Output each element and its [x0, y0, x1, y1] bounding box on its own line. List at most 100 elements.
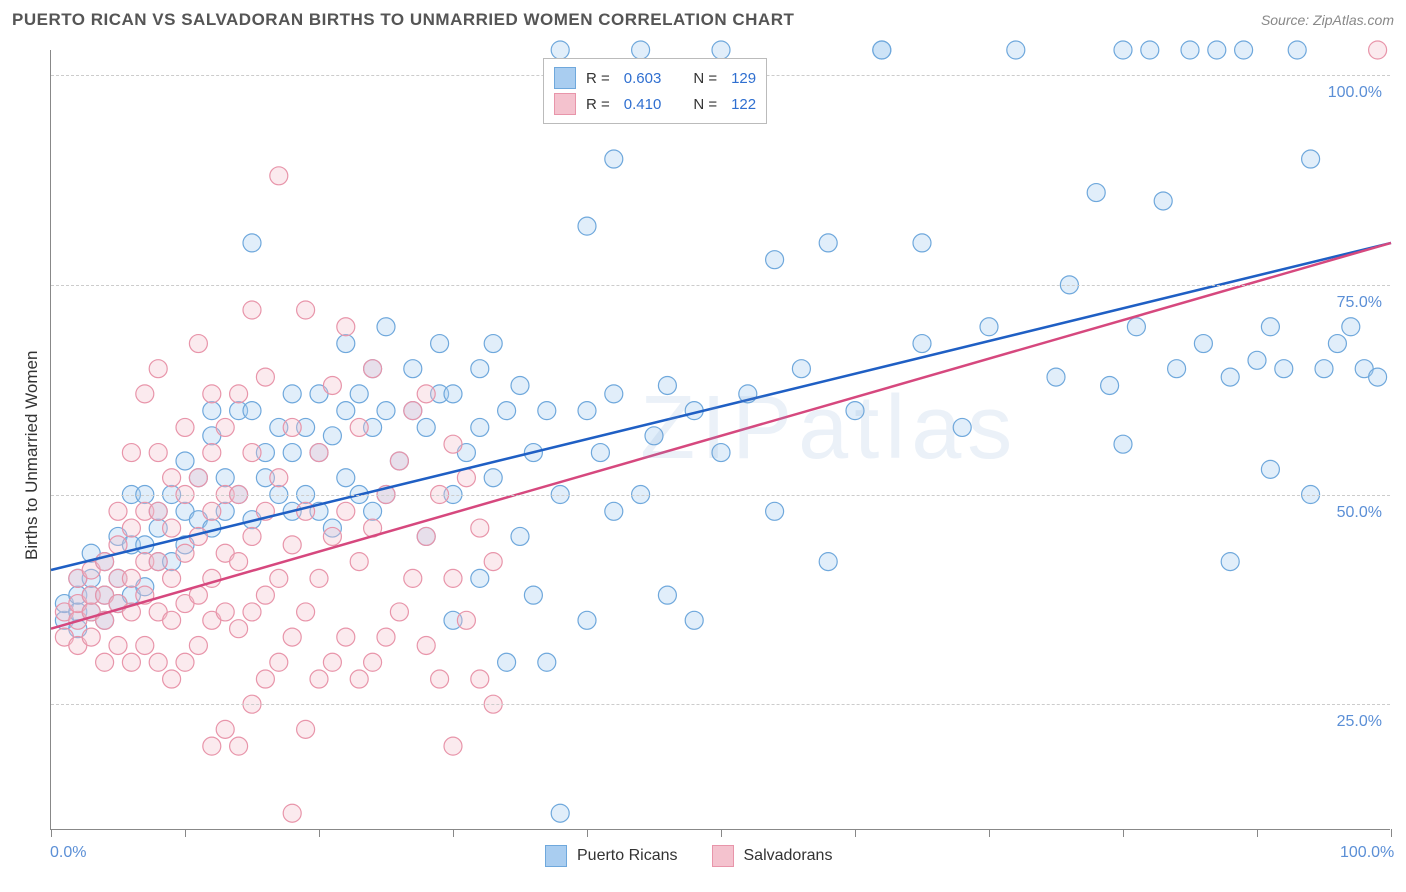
gridline [51, 704, 1390, 705]
data-point [364, 653, 382, 671]
data-point [471, 519, 489, 537]
data-point [216, 720, 234, 738]
legend-series-name: Puerto Ricans [577, 847, 678, 865]
data-point [390, 452, 408, 470]
data-point [163, 670, 181, 688]
data-point [122, 444, 140, 462]
data-point [1221, 368, 1239, 386]
data-point [283, 444, 301, 462]
data-point [766, 251, 784, 269]
data-point [1261, 318, 1279, 336]
data-point [1194, 335, 1212, 353]
legend-n-label: N = [693, 70, 717, 87]
data-point [1369, 41, 1387, 59]
legend-series-name: Salvadorans [744, 847, 833, 865]
legend-stats-row: R =0.603N =129 [554, 65, 756, 91]
data-point [163, 519, 181, 537]
data-point [1114, 41, 1132, 59]
data-point [431, 335, 449, 353]
data-point [364, 360, 382, 378]
source-label: Source: ZipAtlas.com [1261, 12, 1394, 28]
data-point [203, 502, 221, 520]
data-point [913, 335, 931, 353]
data-point [230, 553, 248, 571]
data-point [417, 385, 435, 403]
data-point [658, 586, 676, 604]
data-point [980, 318, 998, 336]
x-tick [721, 829, 722, 837]
data-point [122, 519, 140, 537]
data-point [1127, 318, 1145, 336]
data-point [471, 670, 489, 688]
x-tick [1123, 829, 1124, 837]
data-point [136, 636, 154, 654]
data-point [1221, 553, 1239, 571]
data-point [712, 41, 730, 59]
title-bar: PUERTO RICAN VS SALVADORAN BIRTHS TO UNM… [12, 10, 1394, 30]
data-point [846, 402, 864, 420]
legend-swatch [545, 845, 567, 867]
data-point [230, 385, 248, 403]
x-tick [1391, 829, 1392, 837]
x-tick-label: 0.0% [50, 844, 86, 862]
x-tick [989, 829, 990, 837]
data-point [1342, 318, 1360, 336]
legend-swatch [712, 845, 734, 867]
data-point [498, 402, 516, 420]
data-point [1208, 41, 1226, 59]
legend-r-value: 0.603 [624, 70, 662, 87]
data-point [1302, 150, 1320, 168]
data-point [511, 376, 529, 394]
data-point [283, 536, 301, 554]
data-point [270, 469, 288, 487]
legend-n-value: 129 [731, 70, 756, 87]
data-point [953, 418, 971, 436]
data-point [444, 435, 462, 453]
data-point [444, 569, 462, 587]
data-point [310, 569, 328, 587]
y-tick-label: 50.0% [1337, 504, 1382, 522]
data-point [404, 360, 422, 378]
data-point [605, 502, 623, 520]
data-point [149, 360, 167, 378]
x-tick [51, 829, 52, 837]
data-point [1248, 351, 1266, 369]
data-point [350, 385, 368, 403]
data-point [337, 402, 355, 420]
data-point [1101, 376, 1119, 394]
data-point [645, 427, 663, 445]
data-point [122, 653, 140, 671]
data-point [243, 444, 261, 462]
data-point [417, 636, 435, 654]
data-point [176, 653, 194, 671]
data-point [283, 804, 301, 822]
data-point [685, 611, 703, 629]
data-point [1047, 368, 1065, 386]
data-point [297, 603, 315, 621]
data-point [471, 360, 489, 378]
data-point [243, 402, 261, 420]
data-point [243, 301, 261, 319]
x-tick [185, 829, 186, 837]
data-point [1261, 460, 1279, 478]
x-tick [1257, 829, 1258, 837]
data-point [377, 402, 395, 420]
data-point [109, 502, 127, 520]
data-point [364, 502, 382, 520]
data-point [1181, 41, 1199, 59]
data-point [323, 427, 341, 445]
data-point [444, 737, 462, 755]
data-point [310, 444, 328, 462]
data-point [511, 527, 529, 545]
legend-series: Puerto Ricans Salvadorans [545, 845, 856, 867]
data-point [203, 385, 221, 403]
data-point [1154, 192, 1172, 210]
data-point [605, 385, 623, 403]
data-point [1315, 360, 1333, 378]
data-point [149, 653, 167, 671]
data-point [310, 670, 328, 688]
data-point [484, 335, 502, 353]
data-point [350, 418, 368, 436]
data-point [819, 234, 837, 252]
legend-n-value: 122 [731, 96, 756, 113]
